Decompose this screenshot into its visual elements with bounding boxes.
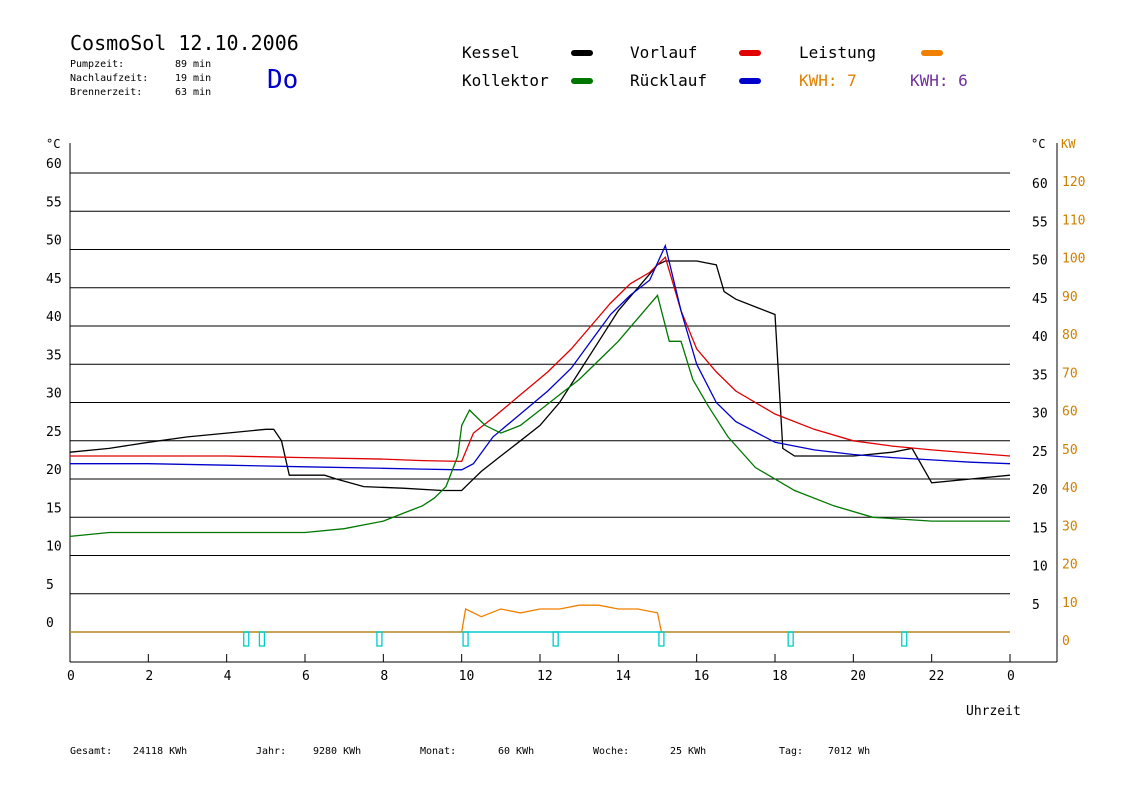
x-tick-label: 0 bbox=[1007, 669, 1015, 684]
x-tick-label: 22 bbox=[929, 669, 945, 684]
pump-marker bbox=[901, 631, 908, 647]
y-tick-label-kw: 110 bbox=[1062, 213, 1085, 228]
stat-value-nachlaufzeit: 19 min bbox=[175, 73, 211, 84]
y-tick-label-left: 40 bbox=[46, 310, 62, 325]
pump-marker bbox=[376, 631, 383, 647]
y-tick-label-left: 60 bbox=[46, 157, 62, 172]
footer: Gesamt: 24118 KWh Jahr: 9280 KWh Monat: … bbox=[70, 746, 870, 757]
y-tick-label-kw: 90 bbox=[1062, 290, 1078, 305]
y-tick-label-kw: 70 bbox=[1062, 366, 1078, 381]
x-tick-label: 14 bbox=[615, 669, 631, 684]
y-tick-label-kw: 20 bbox=[1062, 558, 1078, 573]
y-tick-label-kw: 100 bbox=[1062, 252, 1085, 267]
footer-value-jahr: 9280 KWh bbox=[313, 746, 361, 757]
pump-marker bbox=[243, 631, 250, 647]
y-tick-label-left: 55 bbox=[46, 195, 62, 210]
stat-label-pumpzeit: Pumpzeit: bbox=[70, 59, 124, 70]
y-tick-label-left: 20 bbox=[46, 463, 62, 478]
legend-label-vorlauf: Vorlauf bbox=[630, 43, 697, 62]
pump-marker bbox=[258, 631, 266, 647]
stat-label-nachlaufzeit: Nachlaufzeit: bbox=[70, 73, 148, 84]
x-tick-label: 16 bbox=[694, 669, 710, 684]
legend-kwh-1: KWH: 7 bbox=[799, 71, 857, 90]
x-tick-label: 0 bbox=[67, 669, 75, 684]
y-tick-label-left: 25 bbox=[46, 425, 62, 440]
y-tick-label-left: 30 bbox=[46, 387, 62, 402]
pump-marker bbox=[552, 631, 559, 647]
page-title: CosmoSol 12.10.2006 bbox=[70, 31, 299, 55]
x-tick-label: 12 bbox=[537, 669, 553, 684]
series-line-vorlauf bbox=[70, 255, 1011, 463]
footer-label-gesamt: Gesamt: bbox=[70, 746, 112, 757]
x-axis-label: Uhrzeit bbox=[966, 704, 1021, 719]
y-tick-label-right: 45 bbox=[1032, 292, 1048, 307]
y-tick-label-left: 15 bbox=[46, 501, 62, 516]
y-tick-label-right: 20 bbox=[1032, 483, 1048, 498]
legend: Kessel Vorlauf Leistung Kollektor Rückla… bbox=[462, 43, 968, 90]
legend-label-kollektor: Kollektor bbox=[462, 71, 549, 90]
y-tick-label-right: 50 bbox=[1032, 254, 1048, 269]
y-tick-label-kw: 40 bbox=[1062, 481, 1078, 496]
y-tick-label-right: 30 bbox=[1032, 407, 1048, 422]
y-tick-label-kw: 50 bbox=[1062, 443, 1078, 458]
y-axis-unit-left: °C bbox=[46, 137, 60, 151]
footer-label-woche: Woche: bbox=[593, 746, 629, 757]
footer-value-woche: 25 KWh bbox=[670, 746, 706, 757]
y-tick-label-left: 45 bbox=[46, 272, 62, 287]
y-tick-label-right: 25 bbox=[1032, 445, 1048, 460]
x-tick-label: 2 bbox=[145, 669, 153, 684]
y-tick-label-kw: 60 bbox=[1062, 405, 1078, 420]
x-tick-label: 8 bbox=[380, 669, 388, 684]
y-tick-label-right: 55 bbox=[1032, 215, 1048, 230]
grid bbox=[69, 143, 1058, 663]
y-tick-label-kw: 30 bbox=[1062, 519, 1078, 534]
y-tick-label-right: 40 bbox=[1032, 330, 1048, 345]
stat-value-pumpzeit: 89 min bbox=[175, 59, 211, 70]
footer-label-jahr: Jahr: bbox=[256, 746, 286, 757]
pump-marker bbox=[658, 631, 665, 647]
legend-kwh-2: KWH: 6 bbox=[910, 71, 968, 90]
y-tick-label-right: 5 bbox=[1032, 598, 1040, 613]
legend-label-ruecklauf: Rücklauf bbox=[630, 71, 707, 90]
y-tick-label-left: 10 bbox=[46, 540, 62, 555]
weekday-label: Do bbox=[267, 65, 298, 95]
legend-label-leistung: Leistung bbox=[799, 43, 876, 62]
footer-value-monat: 60 KWh bbox=[498, 746, 534, 757]
y-axis-unit-right: °C bbox=[1031, 137, 1045, 151]
pump-marker bbox=[462, 631, 469, 647]
stat-value-brennerzeit: 63 min bbox=[175, 87, 211, 98]
y-tick-label-left: 35 bbox=[46, 348, 62, 363]
y-tick-label-left: 0 bbox=[46, 616, 54, 631]
x-tick-label: 6 bbox=[302, 669, 310, 684]
y-tick-label-right: 10 bbox=[1032, 560, 1048, 575]
stat-label-brennerzeit: Brennerzeit: bbox=[70, 87, 142, 98]
y-axis-unit-right-kw: KW bbox=[1061, 137, 1076, 151]
y-tick-label-right: 15 bbox=[1032, 521, 1048, 536]
footer-value-tag: 7012 Wh bbox=[828, 746, 870, 757]
footer-label-monat: Monat: bbox=[420, 746, 456, 757]
legend-label-kessel: Kessel bbox=[462, 43, 520, 62]
y-tick-label-kw: 80 bbox=[1062, 328, 1078, 343]
x-tick-label: 10 bbox=[459, 669, 475, 684]
x-tick-label: 18 bbox=[772, 669, 788, 684]
y-tick-label-kw: 0 bbox=[1062, 634, 1070, 649]
y-tick-label-right: 60 bbox=[1032, 177, 1048, 192]
series-line-kollektor bbox=[69, 294, 1010, 538]
markers bbox=[243, 631, 908, 647]
y-tick-label-kw: 120 bbox=[1062, 175, 1085, 190]
y-tick-label-right: 35 bbox=[1032, 368, 1048, 383]
footer-label-tag: Tag: bbox=[779, 746, 803, 757]
x-tick-label: 20 bbox=[850, 669, 866, 684]
series-line-leistung bbox=[70, 604, 1010, 633]
series-line-rcklauf bbox=[70, 243, 1011, 471]
pump-marker bbox=[787, 631, 794, 647]
y-tick-label-left: 50 bbox=[46, 234, 62, 249]
y-tick-label-left: 5 bbox=[46, 578, 54, 593]
x-tick-label: 4 bbox=[224, 669, 232, 684]
footer-value-gesamt: 24118 KWh bbox=[133, 746, 187, 757]
y-tick-label-kw: 10 bbox=[1062, 596, 1078, 611]
series bbox=[69, 243, 1011, 633]
